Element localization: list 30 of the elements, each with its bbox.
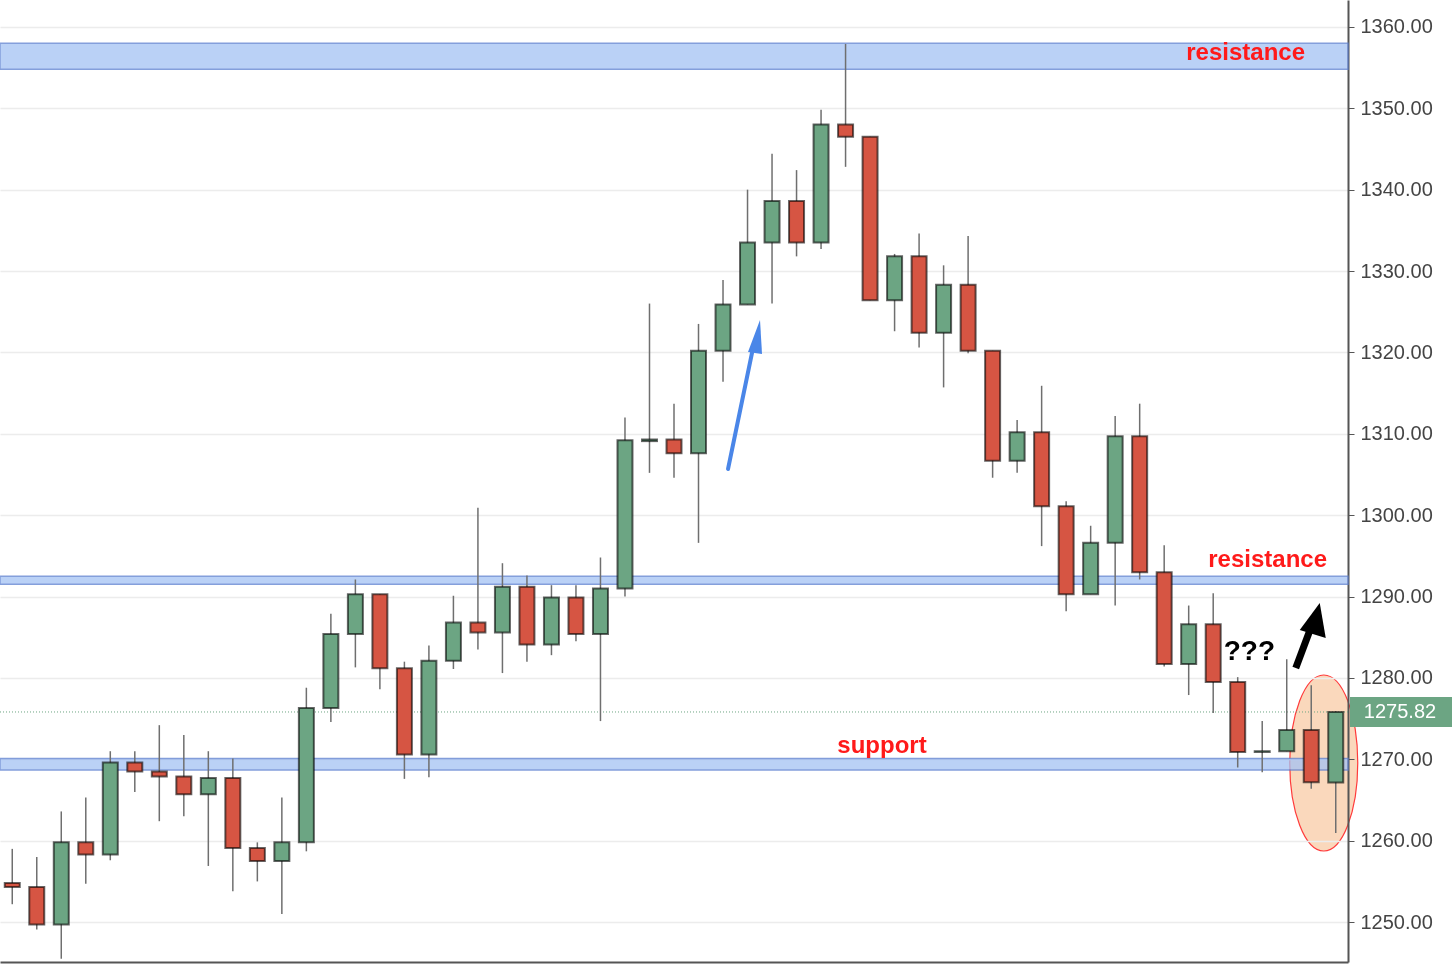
candlestick — [77, 796, 95, 885]
y-tick-label: 1320.00 — [1360, 340, 1433, 363]
y-tick-label: 1360.00 — [1360, 15, 1433, 38]
annotation: ??? — [1223, 635, 1276, 666]
candlestick — [837, 43, 855, 168]
candlestick — [640, 302, 658, 474]
candlestick — [248, 841, 266, 883]
band-label: resistance — [1186, 38, 1305, 66]
ref-line-label: 1275.82 — [1363, 699, 1437, 722]
candlestick — [3, 848, 21, 905]
candlestick — [199, 750, 217, 867]
y-tick-label: 1350.00 — [1360, 96, 1433, 119]
y-tick-label: 1260.00 — [1360, 829, 1433, 852]
y-tick-label: 1290.00 — [1360, 585, 1433, 608]
y-tick-label: 1270.00 — [1360, 747, 1433, 770]
candlestick — [126, 750, 144, 793]
candlestick — [1253, 720, 1271, 774]
band-label: resistance — [1208, 545, 1327, 573]
y-tick-label: 1340.00 — [1360, 178, 1433, 201]
y-tick-label: 1280.00 — [1360, 666, 1433, 689]
band-label: support — [837, 730, 927, 758]
candlestick — [273, 796, 291, 915]
y-tick-label: 1310.00 — [1360, 422, 1433, 445]
y-tick-label: 1250.00 — [1360, 910, 1433, 933]
y-tick-label: 1330.00 — [1360, 259, 1433, 282]
candlestick — [175, 734, 193, 818]
candlestick — [469, 507, 487, 651]
candlestick — [150, 724, 168, 822]
candlestick — [665, 402, 683, 479]
y-tick-label: 1300.00 — [1360, 503, 1433, 526]
